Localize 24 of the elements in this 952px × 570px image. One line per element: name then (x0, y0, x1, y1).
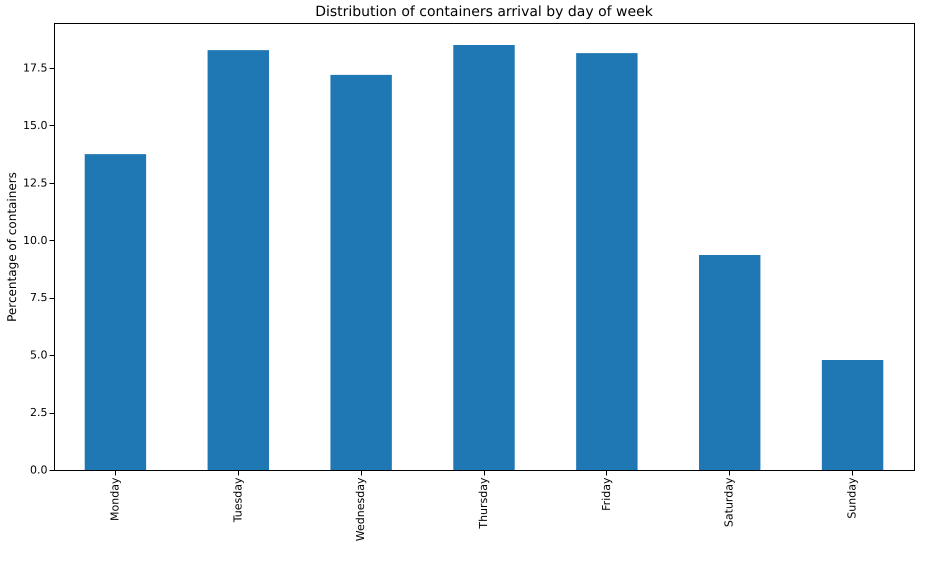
x-tick-label: Saturday (722, 477, 736, 528)
x-tick-label: Wednesday (354, 477, 368, 542)
x-tick-label: Thursday (477, 477, 490, 530)
x-tick-label: Monday (108, 477, 122, 521)
x-tick-label: Sunday (846, 477, 859, 519)
bar (453, 45, 515, 470)
y-tick-label: 10.0 (23, 234, 48, 247)
bar (208, 50, 269, 470)
y-tick-label: 15.0 (23, 118, 48, 132)
bar (822, 360, 884, 470)
bar (330, 74, 392, 470)
bar (699, 255, 760, 470)
y-tick-label: 5.0 (30, 348, 48, 362)
x-tick-label: Tuesday (231, 477, 244, 524)
bar (576, 53, 638, 470)
chart-title: Distribution of containers arrival by day of week (315, 4, 654, 20)
y-tick-label: 12.5 (23, 176, 48, 190)
y-tick-label: 0.0 (30, 464, 48, 476)
y-axis-title: Percentage of containers (5, 172, 20, 322)
y-tick-label: 17.5 (23, 62, 48, 75)
y-tick-label: 7.5 (30, 291, 48, 304)
x-tick-label: Friday (600, 477, 613, 511)
y-tick-label: 2.5 (30, 406, 48, 420)
bar (84, 154, 146, 470)
